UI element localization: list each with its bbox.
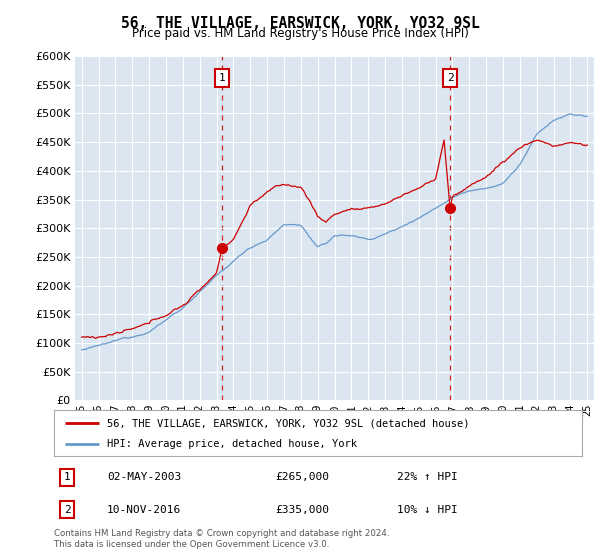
Text: HPI: Average price, detached house, York: HPI: Average price, detached house, York bbox=[107, 440, 357, 450]
Text: 56, THE VILLAGE, EARSWICK, YORK, YO32 9SL: 56, THE VILLAGE, EARSWICK, YORK, YO32 9S… bbox=[121, 16, 479, 31]
Text: 10% ↓ HPI: 10% ↓ HPI bbox=[397, 505, 458, 515]
Text: 10-NOV-2016: 10-NOV-2016 bbox=[107, 505, 181, 515]
Text: 2: 2 bbox=[447, 73, 454, 83]
Text: 02-MAY-2003: 02-MAY-2003 bbox=[107, 473, 181, 483]
Text: 1: 1 bbox=[64, 473, 71, 483]
Text: 56, THE VILLAGE, EARSWICK, YORK, YO32 9SL (detached house): 56, THE VILLAGE, EARSWICK, YORK, YO32 9S… bbox=[107, 418, 469, 428]
Text: £265,000: £265,000 bbox=[276, 473, 330, 483]
Text: 22% ↑ HPI: 22% ↑ HPI bbox=[397, 473, 458, 483]
Text: £335,000: £335,000 bbox=[276, 505, 330, 515]
Text: 1: 1 bbox=[219, 73, 226, 83]
Text: Contains HM Land Registry data © Crown copyright and database right 2024.
This d: Contains HM Land Registry data © Crown c… bbox=[54, 529, 389, 549]
Text: 2: 2 bbox=[64, 505, 71, 515]
Text: Price paid vs. HM Land Registry's House Price Index (HPI): Price paid vs. HM Land Registry's House … bbox=[131, 27, 469, 40]
